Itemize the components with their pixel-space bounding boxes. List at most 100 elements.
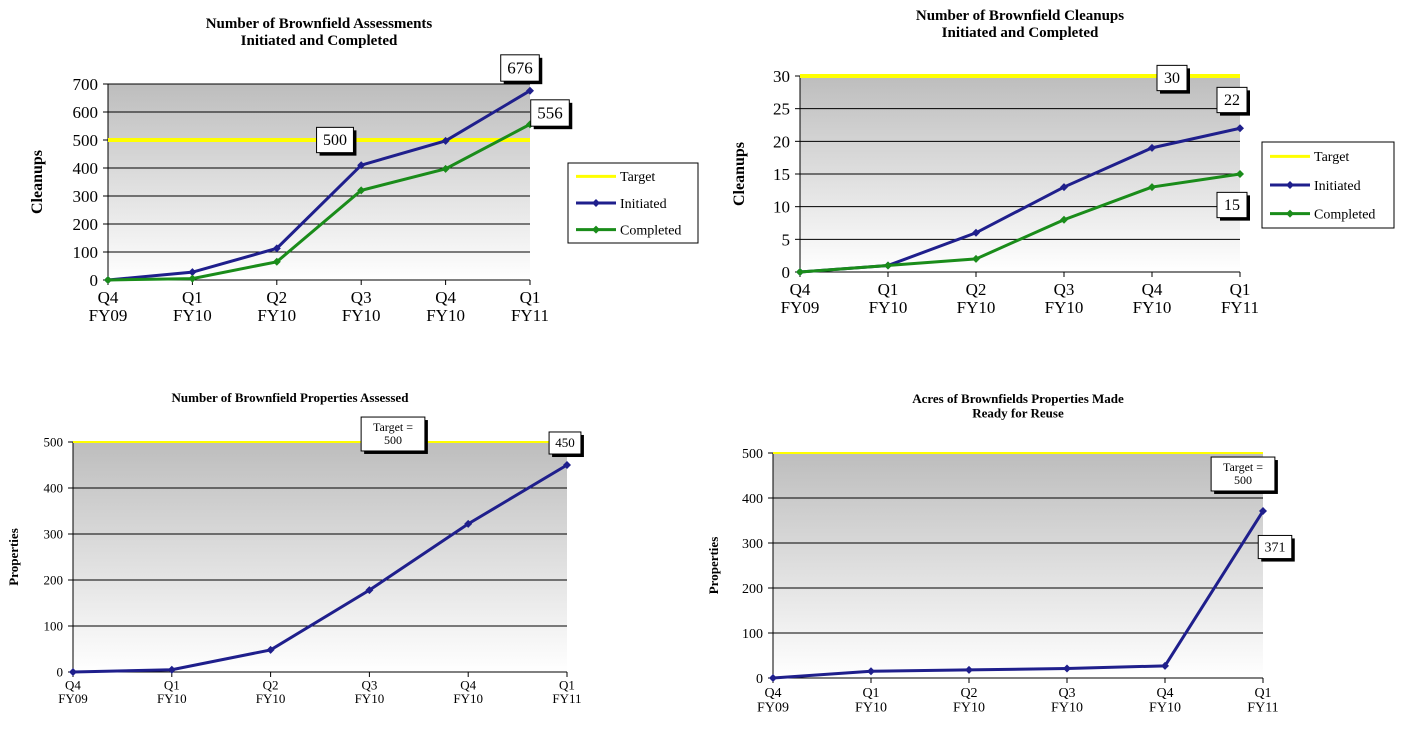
data-point — [796, 268, 804, 276]
series-line-completed — [799, 172, 1241, 274]
data-point — [1236, 124, 1244, 133]
series-line-completed — [107, 122, 531, 282]
x-tick-label: Q4 FY10 — [1149, 686, 1181, 716]
data-label-frame — [500, 54, 540, 82]
x-tick-label: Q4 FY10 — [426, 288, 465, 325]
data-point — [563, 461, 571, 469]
data-label: 15 — [1216, 191, 1250, 221]
legend-label: Initiated — [1314, 179, 1361, 194]
target-label-frame — [1210, 456, 1276, 492]
legend: Target Initiated Completed — [567, 162, 699, 244]
data-label-text: 676 — [507, 58, 533, 77]
data-point — [357, 186, 366, 195]
cleanups-chart: Number of Brownfield Cleanups Initiated a… — [731, 8, 1395, 317]
x-tick-label: Q4 FY09 — [757, 686, 789, 716]
legend-marker — [592, 225, 600, 234]
data-point — [1236, 170, 1244, 178]
x-tick-label: Q1 FY10 — [855, 686, 887, 716]
x-tick-label: Q4 FY09 — [781, 280, 820, 317]
y-tick-label: 0 — [782, 263, 791, 282]
x-tick-label: Q1 FY11 — [552, 678, 581, 707]
target-label-frame — [1156, 64, 1188, 92]
data-point — [1148, 183, 1156, 192]
data-label-frame — [548, 431, 582, 455]
data-point — [1060, 215, 1068, 224]
x-tick-label: Q4 FY09 — [89, 288, 128, 325]
data-label-frame — [1257, 534, 1293, 560]
y-tick-label: 200 — [73, 215, 99, 234]
y-tick-label: 500 — [742, 447, 763, 462]
chart-title: Acres of Brownfields Properties Made Read… — [912, 391, 1124, 421]
target-label: Target = 500 — [360, 416, 428, 454]
x-tick-label: Q2 FY10 — [957, 280, 996, 317]
data-point — [1161, 661, 1169, 670]
data-point — [441, 136, 450, 145]
y-tick-label: 500 — [73, 131, 99, 150]
y-tick-label: 20 — [773, 132, 790, 151]
legend-marker — [1286, 181, 1294, 189]
data-point — [464, 519, 473, 528]
y-tick-label: 100 — [44, 619, 64, 634]
y-tick-label: 400 — [742, 492, 763, 507]
data-point — [972, 228, 980, 237]
assessments-chart: Number of Brownfield Assessments Initiate… — [29, 16, 699, 325]
series-line-initiated — [107, 89, 531, 282]
x-tick-label: Q1 FY11 — [1221, 280, 1259, 317]
x-tick-label: Q1 FY11 — [1247, 686, 1278, 716]
properties-assessed-chart: Number of Brownfield Properties Assessed… — [6, 390, 584, 706]
data-point — [104, 276, 112, 284]
data-point — [188, 274, 197, 283]
plot-area — [108, 84, 530, 280]
y-tick-label: 15 — [773, 165, 790, 184]
legend-label: Completed — [1314, 208, 1375, 223]
data-point — [441, 164, 450, 173]
x-tick-label: Q3 FY10 — [1045, 280, 1084, 317]
x-tick-label: Q1 FY10 — [173, 288, 212, 325]
y-tick-label: 300 — [44, 527, 64, 542]
y-tick-label: 200 — [44, 573, 64, 588]
legend-label: Initiated — [620, 197, 667, 212]
chart-title: Number of Brownfield Assessments Initiate… — [206, 16, 433, 49]
legend-marker — [1286, 209, 1294, 218]
data-label-frame — [1216, 86, 1248, 114]
y-axis-label: Properties — [6, 528, 21, 586]
acres-ready-chart: Acres of Brownfields Properties Made Read… — [706, 391, 1295, 716]
data-label-text: 450 — [555, 435, 575, 450]
data-point — [266, 645, 275, 654]
y-tick-label: 5 — [782, 230, 791, 249]
y-tick-label: 300 — [742, 537, 763, 552]
data-label-frame — [1216, 191, 1248, 219]
data-point — [69, 668, 77, 676]
x-tick-label: Q3 FY10 — [355, 678, 385, 707]
x-tick-label: Q1 FY10 — [869, 280, 908, 317]
x-tick-label: Q4 FY10 — [1133, 280, 1172, 317]
data-point — [972, 254, 980, 263]
y-tick-label: 100 — [73, 243, 99, 262]
series-line-initiated — [72, 463, 568, 674]
y-tick-label: 700 — [73, 75, 99, 94]
target-label-frame — [360, 416, 426, 452]
data-label-text: 556 — [537, 103, 563, 122]
y-axis-label: Cleanups — [29, 150, 46, 214]
data-point — [365, 586, 374, 595]
y-tick-label: 0 — [57, 665, 64, 680]
y-tick-label: 0 — [90, 271, 99, 290]
y-axis-label: Properties — [706, 537, 721, 595]
x-tick-label: Q3 FY10 — [342, 288, 381, 325]
series-line-initiated — [772, 510, 1265, 680]
y-tick-label: 400 — [73, 159, 99, 178]
target-label: 500 — [316, 126, 357, 156]
data-point — [769, 674, 777, 682]
x-tick-label: Q4 FY09 — [58, 678, 88, 707]
x-tick-label: Q2 FY10 — [256, 678, 286, 707]
x-tick-label: Q1 FY11 — [511, 288, 549, 325]
data-point — [272, 257, 281, 266]
plot-area — [773, 453, 1263, 678]
target-label-text: Target = 500 — [1223, 460, 1263, 487]
data-label-text: 15 — [1224, 197, 1240, 214]
y-tick-label: 100 — [742, 627, 763, 642]
y-tick-label: 0 — [756, 672, 763, 687]
data-label: 556 — [530, 99, 573, 130]
legend-label: Completed — [620, 224, 681, 239]
